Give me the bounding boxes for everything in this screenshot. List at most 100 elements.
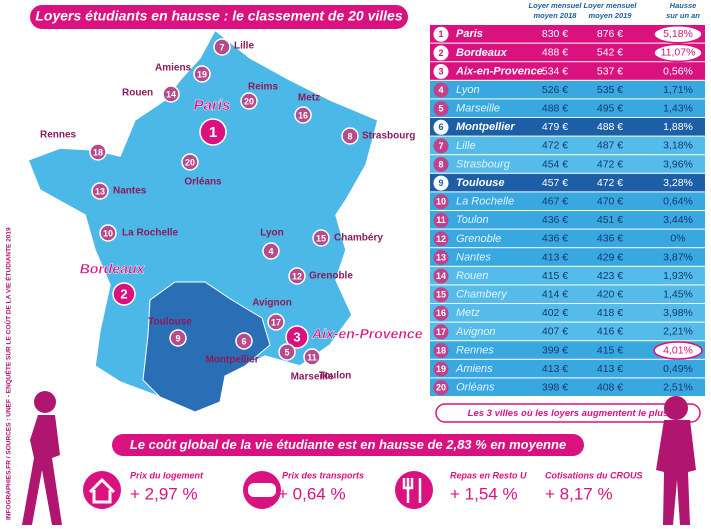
rank-badge — [433, 343, 449, 358]
increase-cell: 3,28% — [663, 177, 693, 189]
city-marker — [89, 143, 107, 161]
rent-2018: 398 € — [542, 381, 568, 393]
table-row — [430, 192, 705, 210]
highlight-ring — [653, 341, 703, 360]
city-name: Rouen — [122, 88, 153, 99]
table-row — [430, 341, 705, 359]
icon-cutlery — [395, 471, 433, 509]
city-marker — [303, 348, 321, 366]
rent-2019: 413 € — [597, 363, 623, 375]
rank-cell: 18 — [436, 345, 446, 355]
rent-2018: 402 € — [542, 307, 568, 319]
rent-2018: 454 € — [542, 158, 568, 170]
city-name: Reims — [248, 82, 278, 93]
increase-cell: 1,88% — [663, 121, 693, 133]
city-name: Marseille — [291, 372, 334, 383]
city-rank: 8 — [347, 131, 352, 141]
city-marker — [199, 118, 227, 146]
rent-2019: 436 € — [597, 233, 623, 245]
city-name: Toulon — [319, 371, 352, 382]
city-marker — [213, 38, 231, 56]
table-row — [430, 43, 705, 62]
walking-figure — [22, 391, 62, 525]
stat-label: Cotisations du CROUS — [545, 470, 643, 480]
rent-2019: 416 € — [597, 326, 623, 338]
rent-2019: 488 € — [597, 121, 623, 133]
city-rank: 18 — [93, 147, 103, 157]
table-row — [430, 248, 705, 266]
city-rank: 7 — [219, 42, 224, 52]
city-cell: La Rochelle — [456, 196, 514, 208]
city-cell: Marseille — [456, 103, 500, 115]
stat-label: Prix des transports — [282, 470, 364, 480]
rent-2018: 407 € — [542, 326, 568, 338]
rank-cell: 3 — [438, 66, 443, 76]
rank-badge — [433, 268, 449, 284]
stat-value: + 8,17 % — [545, 484, 613, 503]
rank-badge — [433, 305, 449, 321]
rent-2019: 542 € — [597, 47, 623, 59]
table-header: Loyer mensuel — [529, 1, 583, 10]
stat-label: Prix du logement — [130, 470, 204, 480]
rank-cell: 5 — [438, 104, 443, 114]
table-header: Loyer mensuel — [584, 1, 638, 10]
rank-cell: 20 — [436, 383, 446, 393]
city-rank: 17 — [271, 317, 281, 327]
highlight-ring — [653, 43, 703, 63]
stat-value: + 0,64 % — [278, 484, 346, 503]
title-banner — [30, 5, 408, 29]
rent-2019: 472 € — [597, 158, 623, 170]
city-rank: 20 — [185, 157, 195, 167]
table-header: Hausse — [670, 1, 697, 10]
rent-2018: 488 € — [542, 102, 568, 114]
table-row — [430, 136, 705, 155]
rent-2019: 537 € — [597, 65, 623, 77]
rank-badge — [433, 361, 449, 377]
city-rank: 14 — [166, 89, 176, 99]
rent-2018: 526 € — [542, 84, 568, 96]
stat-label: Repas en Resto U — [450, 470, 527, 480]
increase-cell: 3,18% — [663, 140, 693, 152]
city-marker — [278, 343, 296, 361]
city-cell: Nantes — [456, 251, 491, 263]
rent-2018: 488 € — [542, 47, 568, 59]
rent-2018: 479 € — [542, 121, 568, 133]
rank-badge — [433, 82, 449, 98]
table-row — [430, 359, 705, 378]
city-marker — [294, 106, 312, 124]
table-row — [430, 80, 705, 99]
rank-badge — [433, 287, 449, 303]
city-marker — [112, 282, 136, 306]
city-cell: Avignon — [455, 326, 496, 338]
city-name: Toulouse — [148, 317, 192, 328]
city-rank: 11 — [307, 352, 317, 362]
table-row — [430, 118, 705, 136]
increase-cell: 1,71% — [663, 84, 693, 96]
table-row — [430, 155, 705, 173]
rent-2019: 423 € — [597, 270, 623, 282]
increase-cell: 4,01% — [663, 344, 693, 356]
table-row — [430, 25, 705, 43]
highlight-ring — [653, 25, 703, 44]
rank-badge — [433, 157, 449, 172]
city-cell: Grenoble — [456, 233, 501, 245]
city-name: Lyon — [260, 228, 284, 239]
city-marker — [312, 229, 330, 247]
city-marker — [193, 65, 211, 83]
city-name: Paris — [194, 97, 231, 114]
increase-cell: 3,87% — [663, 251, 693, 263]
banner: Le coût global de la vie étudiante est e… — [130, 437, 566, 452]
city-marker — [288, 267, 306, 285]
stat-value: + 2,97 % — [130, 484, 198, 503]
city-marker — [169, 329, 187, 347]
rent-2018: 413 € — [542, 363, 568, 375]
rank-cell: 7 — [438, 141, 443, 151]
city-cell: Lille — [456, 140, 476, 152]
rent-2019: 415 € — [597, 344, 623, 356]
increase-cell: 3,98% — [663, 307, 693, 319]
rank-cell: 9 — [438, 178, 443, 188]
table-row — [430, 378, 705, 396]
city-rank: 9 — [175, 333, 180, 343]
rent-2018: 457 € — [542, 177, 568, 189]
